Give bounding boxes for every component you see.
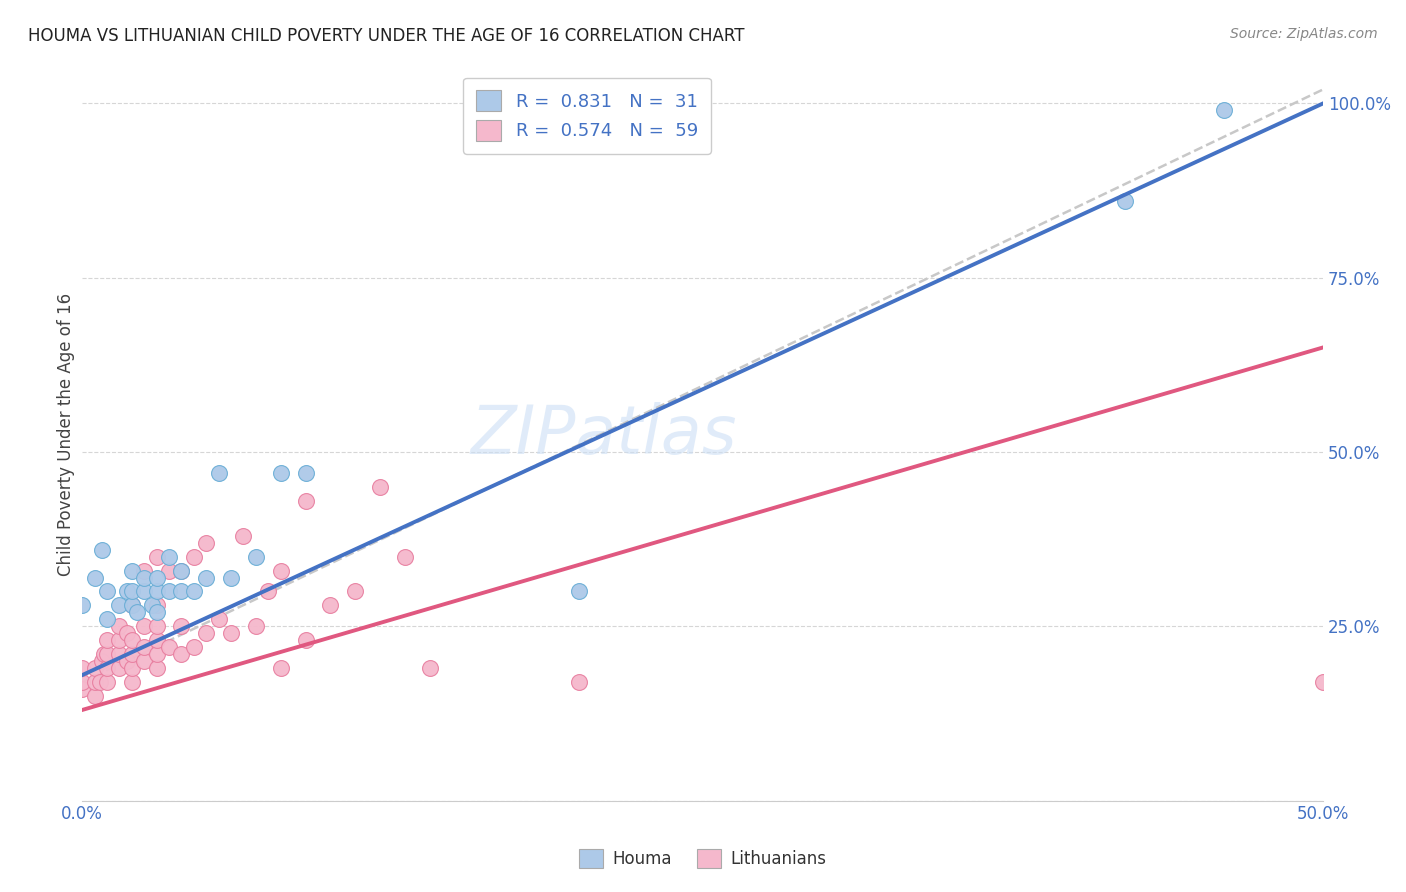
Point bbox=[208, 466, 231, 480]
Point bbox=[70, 675, 93, 690]
Point bbox=[121, 633, 143, 648]
Point bbox=[83, 675, 105, 690]
Point bbox=[195, 626, 218, 640]
Point bbox=[83, 661, 105, 675]
Point bbox=[195, 535, 218, 549]
Point bbox=[219, 570, 242, 584]
Text: ZIPatlas: ZIPatlas bbox=[470, 401, 737, 467]
Point bbox=[1312, 675, 1334, 690]
Point bbox=[108, 619, 131, 633]
Point bbox=[121, 599, 143, 613]
Point bbox=[83, 689, 105, 703]
Point bbox=[145, 584, 167, 599]
Point bbox=[115, 584, 138, 599]
Point bbox=[83, 570, 105, 584]
Point bbox=[89, 675, 111, 690]
Point bbox=[145, 647, 167, 661]
Point bbox=[170, 564, 193, 578]
Point bbox=[121, 661, 143, 675]
Point bbox=[121, 675, 143, 690]
Point bbox=[96, 633, 118, 648]
Point bbox=[121, 647, 143, 661]
Point bbox=[183, 584, 205, 599]
Point bbox=[170, 564, 193, 578]
Point bbox=[270, 466, 292, 480]
Point bbox=[108, 599, 131, 613]
Point bbox=[208, 612, 231, 626]
Point bbox=[157, 564, 180, 578]
Point bbox=[368, 480, 391, 494]
Point bbox=[294, 633, 316, 648]
Point bbox=[294, 493, 316, 508]
Point bbox=[245, 619, 267, 633]
Point bbox=[232, 529, 254, 543]
Point bbox=[270, 564, 292, 578]
Legend: Houma, Lithuanians: Houma, Lithuanians bbox=[572, 842, 834, 875]
Point bbox=[170, 584, 193, 599]
Point bbox=[567, 584, 589, 599]
Point bbox=[70, 681, 93, 696]
Point bbox=[125, 606, 148, 620]
Legend: R =  0.831   N =  31, R =  0.574   N =  59: R = 0.831 N = 31, R = 0.574 N = 59 bbox=[464, 78, 710, 153]
Point bbox=[121, 564, 143, 578]
Point bbox=[145, 633, 167, 648]
Point bbox=[93, 647, 115, 661]
Point bbox=[319, 599, 342, 613]
Point bbox=[183, 640, 205, 655]
Point bbox=[145, 619, 167, 633]
Point bbox=[145, 570, 167, 584]
Point bbox=[96, 647, 118, 661]
Point bbox=[121, 584, 143, 599]
Point bbox=[145, 549, 167, 564]
Point bbox=[157, 584, 180, 599]
Point bbox=[145, 599, 167, 613]
Point bbox=[145, 606, 167, 620]
Point bbox=[219, 626, 242, 640]
Point bbox=[108, 633, 131, 648]
Point bbox=[115, 626, 138, 640]
Point bbox=[108, 647, 131, 661]
Point bbox=[134, 564, 156, 578]
Point bbox=[91, 542, 114, 557]
Point bbox=[257, 584, 280, 599]
Point bbox=[419, 661, 441, 675]
Point bbox=[96, 612, 118, 626]
Point bbox=[145, 661, 167, 675]
Point bbox=[394, 549, 416, 564]
Point bbox=[108, 661, 131, 675]
Point bbox=[270, 661, 292, 675]
Y-axis label: Child Poverty Under the Age of 16: Child Poverty Under the Age of 16 bbox=[58, 293, 75, 576]
Text: HOUMA VS LITHUANIAN CHILD POVERTY UNDER THE AGE OF 16 CORRELATION CHART: HOUMA VS LITHUANIAN CHILD POVERTY UNDER … bbox=[28, 27, 745, 45]
Point bbox=[567, 675, 589, 690]
Point bbox=[294, 466, 316, 480]
Point bbox=[344, 584, 367, 599]
Point bbox=[70, 661, 93, 675]
Text: Source: ZipAtlas.com: Source: ZipAtlas.com bbox=[1230, 27, 1378, 41]
Point bbox=[1114, 194, 1136, 208]
Point bbox=[96, 661, 118, 675]
Point bbox=[134, 619, 156, 633]
Point bbox=[157, 640, 180, 655]
Point bbox=[170, 619, 193, 633]
Point bbox=[1212, 103, 1234, 118]
Point bbox=[96, 675, 118, 690]
Point bbox=[134, 640, 156, 655]
Point bbox=[96, 584, 118, 599]
Point bbox=[134, 570, 156, 584]
Point bbox=[170, 647, 193, 661]
Point bbox=[245, 549, 267, 564]
Point bbox=[134, 584, 156, 599]
Point bbox=[115, 654, 138, 668]
Point bbox=[134, 654, 156, 668]
Point bbox=[91, 654, 114, 668]
Point bbox=[141, 599, 163, 613]
Point bbox=[183, 549, 205, 564]
Point bbox=[70, 599, 93, 613]
Point bbox=[121, 599, 143, 613]
Point bbox=[195, 570, 218, 584]
Point bbox=[157, 549, 180, 564]
